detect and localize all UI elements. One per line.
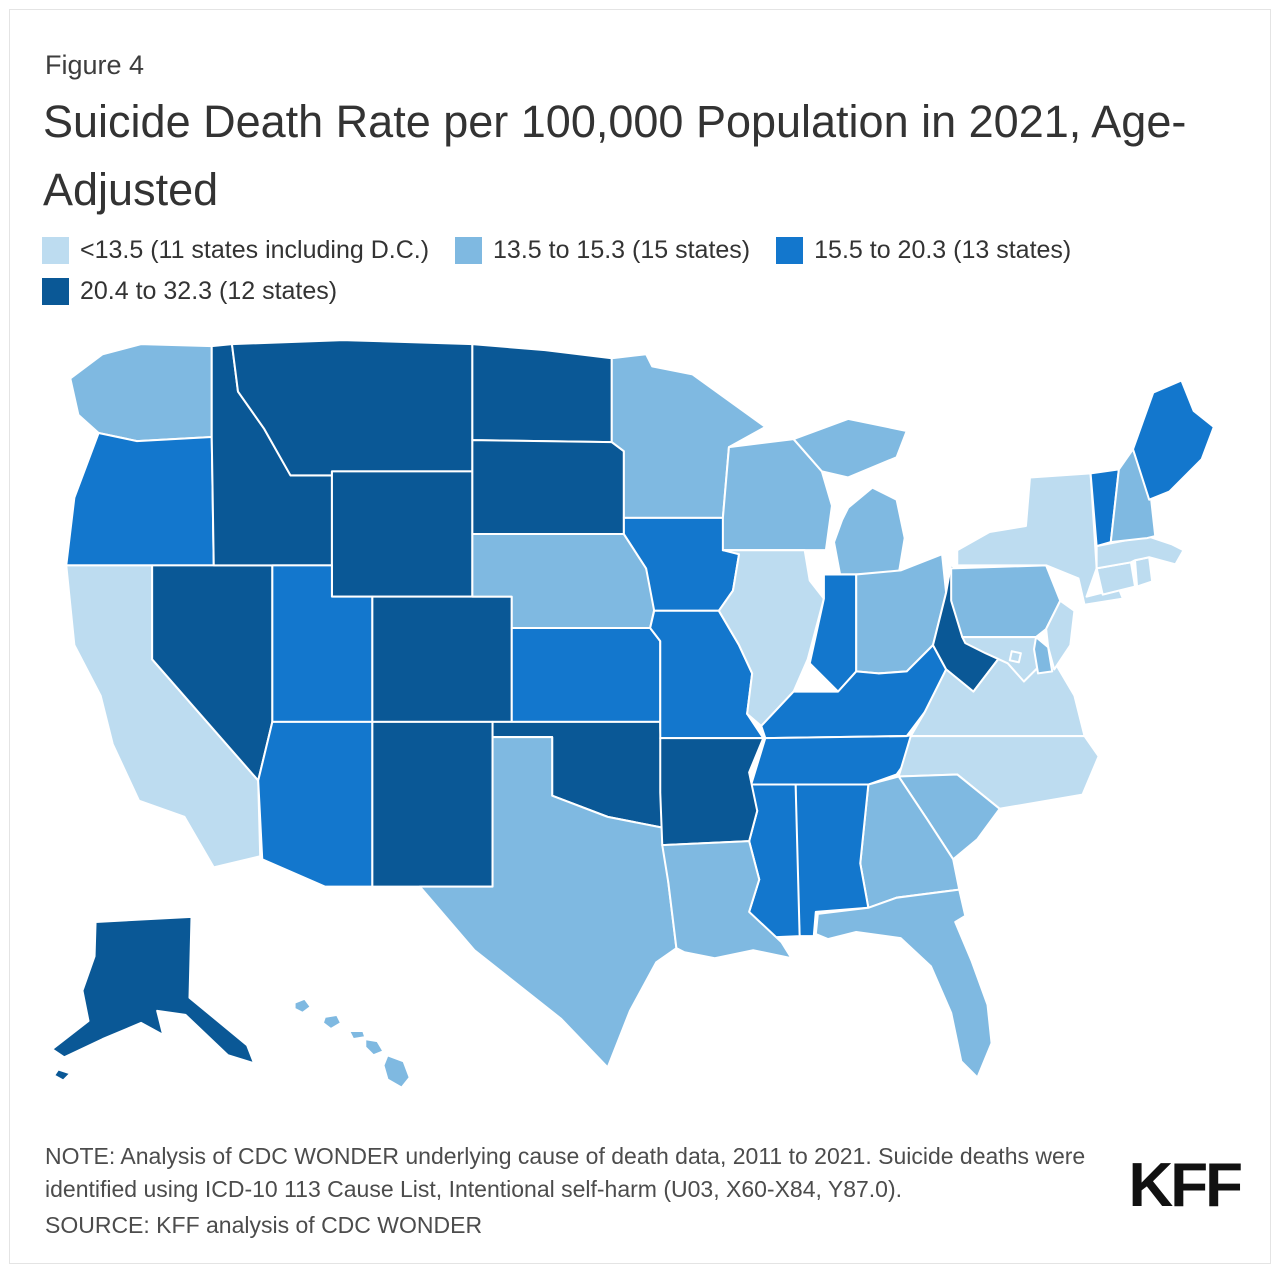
legend-item-20-4-to-32-3: 20.4 to 32.3 (12 states) [42, 277, 337, 306]
state-la [661, 840, 793, 960]
kff-logo: KFF [1128, 1151, 1243, 1220]
page-title: Suicide Death Rate per 100,000 Populatio… [43, 96, 1187, 215]
state-hi-big-island [382, 1054, 411, 1089]
legend-item-under-13-5: <13.5 (11 states including D.C.) [42, 236, 429, 265]
state-hi-kauai [293, 997, 312, 1014]
state-tx [418, 736, 678, 1069]
state-wa [69, 343, 213, 443]
figure-label: Figure 4 [45, 50, 145, 80]
legend: <13.5 (11 states including D.C.) 13.5 to… [42, 236, 1242, 306]
legend-item-15-5-to-20-3: 15.5 to 20.3 (13 states) [776, 236, 1071, 265]
legend-swatch-lightest [42, 237, 69, 264]
state-or [65, 432, 215, 567]
legend-item-13-5-to-15-3: 13.5 to 15.3 (15 states) [455, 236, 750, 265]
us-map-svg [51, 339, 1215, 1089]
state-wy [330, 470, 474, 598]
state-hi-oahu [321, 1013, 343, 1031]
state-ma [1095, 535, 1185, 570]
state-hi-maui [364, 1038, 385, 1057]
state-nm [371, 720, 494, 888]
state-ak [51, 915, 256, 1065]
state-il [717, 549, 825, 727]
state-pa [950, 564, 1062, 639]
state-dc [1008, 650, 1022, 664]
state-az [257, 720, 374, 888]
legend-label: 20.4 to 32.3 (12 states) [80, 277, 338, 305]
state-ks [510, 626, 662, 723]
note-text: NOTE: Analysis of CDC WONDER underlying … [45, 1143, 1086, 1203]
legend-swatch-medium [776, 237, 804, 264]
state-nj [1045, 599, 1076, 671]
state-de [1032, 636, 1054, 675]
state-ak-aleutians [53, 1068, 72, 1082]
state-mi-upper-peninsula [792, 417, 908, 479]
legend-label: 13.5 to 15.3 (15 states) [493, 236, 751, 264]
state-ri [1134, 556, 1154, 588]
state-fl [814, 888, 993, 1079]
legend-label: 15.5 to 20.3 (13 states) [814, 236, 1072, 264]
state-sd [471, 439, 625, 536]
legend-label: <13.5 (11 states including D.C.) [80, 236, 430, 264]
state-co [371, 595, 513, 723]
legend-swatch-light [455, 237, 483, 264]
state-nd [471, 343, 613, 444]
us-choropleth-map [40, 336, 1232, 1124]
legend-swatch-dark [42, 278, 69, 305]
note-block: NOTE: Analysis of CDC WONDER underlying … [45, 1140, 1125, 1242]
source-text: SOURCE: KFF analysis of CDC WONDER [45, 1211, 483, 1238]
state-me [1131, 379, 1215, 501]
state-mi-lower-peninsula [832, 486, 906, 576]
state-hi-molokai [348, 1030, 367, 1041]
state-ar [659, 737, 765, 847]
